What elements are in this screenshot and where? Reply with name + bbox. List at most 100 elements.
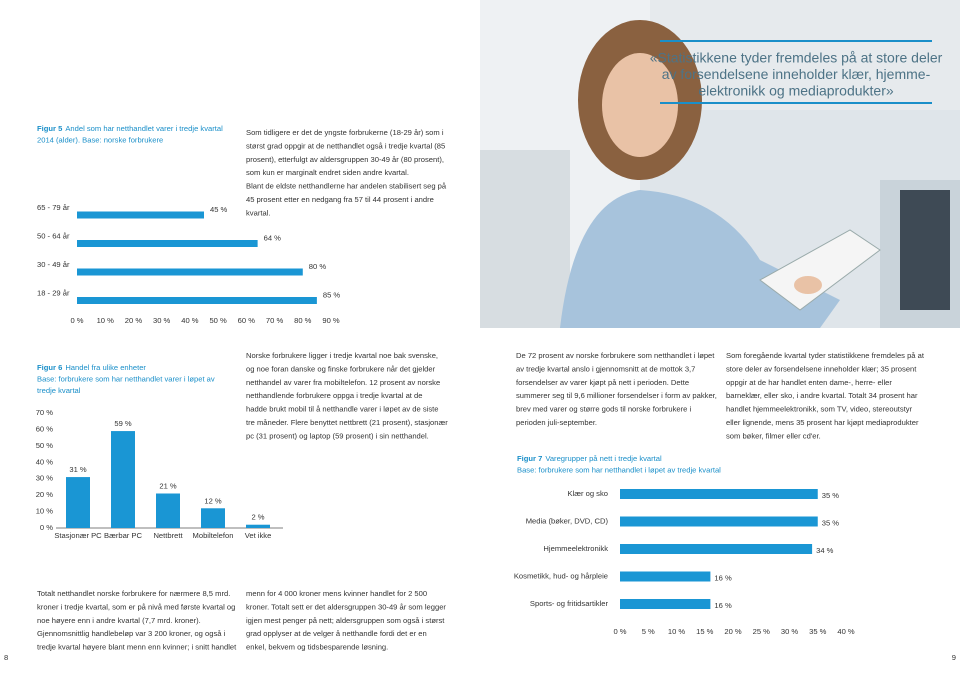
body-line: igjen mest penger på nett; aldersgruppen… <box>246 616 445 625</box>
x-tick-label: 80 % <box>294 316 312 325</box>
body-line: barneklær, eller sko, i andre kvartal. T… <box>726 391 918 400</box>
page-number: 9 <box>952 653 956 662</box>
quote-line: «Statistikkene tyder fremdeles på at sto… <box>650 50 943 66</box>
body-line: eller lignende, mens 35 prosent har kjøp… <box>726 418 919 427</box>
y-tick-label: 70 % <box>36 408 54 417</box>
bar <box>620 544 813 554</box>
category-label: Mobiltelefon <box>193 531 234 540</box>
x-tick-label: 30 % <box>781 627 799 636</box>
body-line: netthandlende forbrukere oppga i tredje … <box>246 391 422 400</box>
value-label: 21 % <box>159 482 177 491</box>
bar <box>620 571 711 582</box>
body-line: De 72 prosent av norske forbrukere som n… <box>516 351 715 360</box>
value-label: 34 % <box>816 546 834 555</box>
body-line: noe høyere enn i andre kvartal (7,7 mrd.… <box>37 616 201 625</box>
bar <box>246 524 270 528</box>
body-line: forsendelser av varer kjøpt på nett i pe… <box>516 378 689 387</box>
x-tick-label: 20 % <box>724 627 742 636</box>
quote-line: elektronikk og mediaprodukter» <box>698 83 894 99</box>
category-label: 65 - 79 år <box>37 203 70 212</box>
body-line: hadde brukt mobil til å netthandle varer… <box>246 405 438 414</box>
figure-label: Figur 6 <box>37 363 62 372</box>
body-line: Blant de eldste netthandlerne har andele… <box>246 182 447 191</box>
figure-label: Figur 5 <box>37 124 63 133</box>
bar <box>77 211 204 219</box>
bar <box>156 493 180 528</box>
x-tick-label: 60 % <box>238 316 256 325</box>
body-line: Totalt netthandlet norske forbrukere for… <box>37 589 230 598</box>
value-label: 35 % <box>822 519 840 528</box>
caption-line: tredje kvartal <box>37 386 81 395</box>
value-label: 16 % <box>714 601 732 610</box>
y-tick-label: 50 % <box>36 441 54 450</box>
figure-caption: Figur 6 Handel fra ulike enheter <box>37 363 146 372</box>
value-label: 59 % <box>114 419 132 428</box>
body-line: kroner i tredje kvartal, som er på nivå … <box>37 602 235 611</box>
x-tick-label: 0 % <box>613 627 626 636</box>
body-line: som bøker, filmer eller cd'er. <box>726 431 821 440</box>
y-tick-label: 20 % <box>36 490 54 499</box>
value-label: 31 % <box>69 465 87 474</box>
category-label: Hjemmeelektronikk <box>543 544 608 553</box>
value-label: 2 % <box>251 513 264 522</box>
category-label: 18 - 29 år <box>37 289 70 298</box>
bar <box>620 489 818 499</box>
x-tick-label: 40 % <box>181 316 199 325</box>
bar <box>620 516 818 527</box>
figure-caption: Figur 5 Andel som har netthandlet varer i… <box>37 124 223 133</box>
value-label: 35 % <box>822 491 840 500</box>
body-line: tre måneder. Flere benyttet nettbrett (2… <box>246 418 448 427</box>
category-label: Vet ikke <box>245 531 272 540</box>
x-tick-label: 15 % <box>696 627 714 636</box>
body-line: som kun er marginalt endret siden andre … <box>246 168 409 177</box>
x-tick-label: 70 % <box>266 316 284 325</box>
y-tick-label: 30 % <box>36 474 54 483</box>
body-line: handlet hjemmeelektronikk, som TV, video… <box>726 405 913 414</box>
x-tick-label: 0 % <box>70 316 83 325</box>
x-tick-label: 10 % <box>97 316 115 325</box>
value-label: 64 % <box>264 234 282 243</box>
category-label: Bærbar PC <box>104 531 142 540</box>
figure-label: Figur 7 <box>517 454 542 463</box>
x-tick-label: 35 % <box>809 627 827 636</box>
body-line: grad opplyser at de velger å netthandle … <box>246 629 427 638</box>
x-tick-label: 30 % <box>153 316 171 325</box>
body-line: 45 prosent etter en nedgang fra 57 til 4… <box>246 195 434 204</box>
figure-caption: Figur 7 Varegrupper på nett i tredje kvar… <box>517 454 662 463</box>
caption-line: Base: forbrukere som har netthandlet var… <box>37 375 215 384</box>
y-tick-label: 40 % <box>36 457 54 466</box>
category-label: Sports- og fritidsartikler <box>530 599 609 608</box>
body-line: Som foregående kvartal tyder statistikke… <box>726 351 925 360</box>
body-line: kroner. Totalt sett er det aldersgruppen… <box>246 602 446 611</box>
body-line: netthandel av varer fra mobiltelefon. 12… <box>246 378 440 387</box>
category-label: Klær og sko <box>567 489 608 498</box>
bar <box>111 431 135 528</box>
body-line: prosent), etterfulgt av aldersgruppen 30… <box>246 155 444 164</box>
quote-line: av forsendelsene inneholder klær, hjemme… <box>662 66 931 82</box>
category-label: Media (bøker, DVD, CD) <box>526 517 609 526</box>
value-label: 16 % <box>714 574 732 583</box>
y-tick-label: 60 % <box>36 424 54 433</box>
body-line: pc (31 prosent) og laptop (59 prosent) i… <box>246 431 429 440</box>
category-label: 50 - 64 år <box>37 232 70 241</box>
body-line: tredje kvartal høyere blant menn enn kvi… <box>37 643 237 652</box>
x-tick-label: 50 % <box>209 316 227 325</box>
body-line: av tredje kvartal anslo i gjennomsnitt a… <box>516 364 695 373</box>
body-line: Gjennomsnittlig handlebeløp var 3 200 kr… <box>37 629 226 638</box>
caption-line: Handel fra ulike enheter <box>65 363 146 372</box>
category-label: Stasjonær PC <box>54 531 102 540</box>
bar <box>66 477 90 528</box>
body-line: menn for 4 000 kroner mens kvinner handl… <box>246 589 427 598</box>
x-tick-label: 20 % <box>125 316 143 325</box>
body-line: oppgir at de har handlet enten dame-, he… <box>726 378 892 387</box>
bar <box>77 268 303 276</box>
caption-line: Base: forbrukere som har netthandlet i l… <box>517 466 721 475</box>
value-label: 45 % <box>210 205 228 214</box>
value-label: 85 % <box>323 291 341 300</box>
photo <box>480 0 960 328</box>
body-line: brev med varer og større gods til norske… <box>516 405 691 414</box>
x-tick-label: 5 % <box>642 627 655 636</box>
body-line: størst grad oppgir at de netthandlet ogs… <box>246 141 445 150</box>
